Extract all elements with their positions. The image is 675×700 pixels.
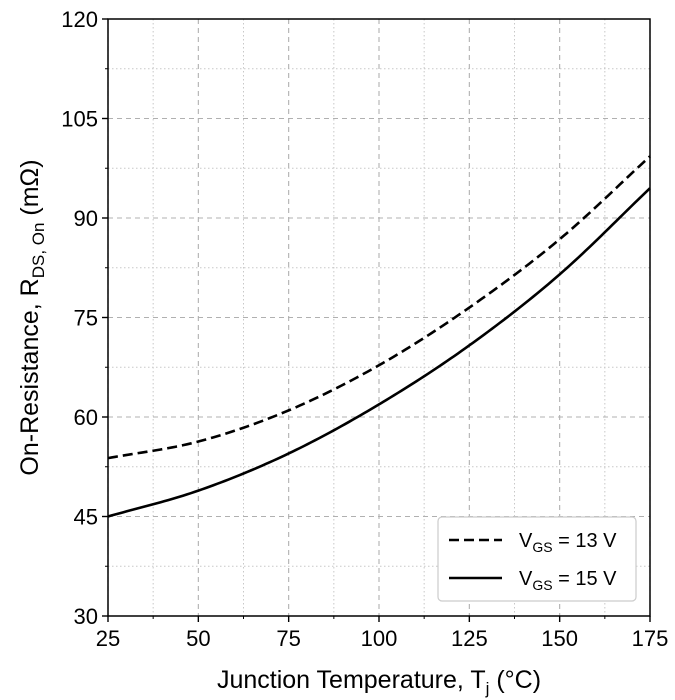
legend-box bbox=[437, 516, 637, 602]
legend-label-vgs-15: VGS = 15 V bbox=[519, 568, 617, 593]
x-tick-label: 75 bbox=[276, 626, 300, 651]
tick-labels: 25 50 75 100 125 150 175 30 45 60 75 90 105 120 bbox=[61, 7, 668, 651]
legend-label-vgs-13-tail: = 13 V bbox=[553, 530, 618, 552]
series-lines bbox=[107, 155, 651, 518]
x-axis-title-tail: (°C) bbox=[489, 666, 541, 694]
legend-label-vgs-13-main: V bbox=[519, 530, 533, 552]
x-tick-label: 150 bbox=[541, 626, 578, 651]
legend-label-vgs-15-main: V bbox=[519, 568, 533, 590]
series-line-vgs-15 bbox=[107, 187, 651, 518]
y-tick-label: 90 bbox=[74, 206, 98, 231]
legend-label-vgs-15-tail: = 15 V bbox=[553, 568, 618, 590]
x-tick-label: 50 bbox=[186, 626, 210, 651]
x-tick-label: 125 bbox=[451, 626, 488, 651]
series-line-vgs-13 bbox=[107, 155, 651, 460]
legend-label-vgs-13: VGS = 13 V bbox=[519, 530, 617, 555]
x-axis-title-main: Junction Temperature, T bbox=[217, 666, 486, 694]
y-tick-label: 105 bbox=[61, 107, 98, 132]
y-axis-title-tail: (mΩ) bbox=[16, 159, 44, 222]
y-tick-label: 60 bbox=[74, 405, 98, 430]
x-tick-label: 25 bbox=[96, 626, 120, 651]
grid bbox=[107, 18, 651, 617]
x-tick-label: 100 bbox=[361, 626, 398, 651]
y-tick-label: 75 bbox=[74, 306, 98, 331]
legend: VGS = 13 V VGS = 15 V bbox=[437, 516, 637, 602]
y-axis-title-main: On-Resistance, R bbox=[16, 278, 44, 475]
x-axis-title-sub: j bbox=[485, 679, 490, 698]
legend-label-vgs-15-sub: GS bbox=[532, 577, 552, 593]
x-tick-label: 175 bbox=[632, 626, 669, 651]
y-tick-label: 30 bbox=[74, 604, 98, 629]
y-tick-label: 45 bbox=[74, 505, 98, 530]
x-axis-title: Junction Temperature, Tj (°C) bbox=[217, 666, 541, 698]
y-tick-label: 120 bbox=[61, 7, 98, 32]
y-axis-title: On-Resistance, RDS, On (mΩ) bbox=[16, 159, 48, 475]
legend-label-vgs-13-sub: GS bbox=[532, 539, 552, 555]
ticks bbox=[102, 18, 651, 622]
y-axis-title-sub: DS, On bbox=[29, 223, 48, 279]
